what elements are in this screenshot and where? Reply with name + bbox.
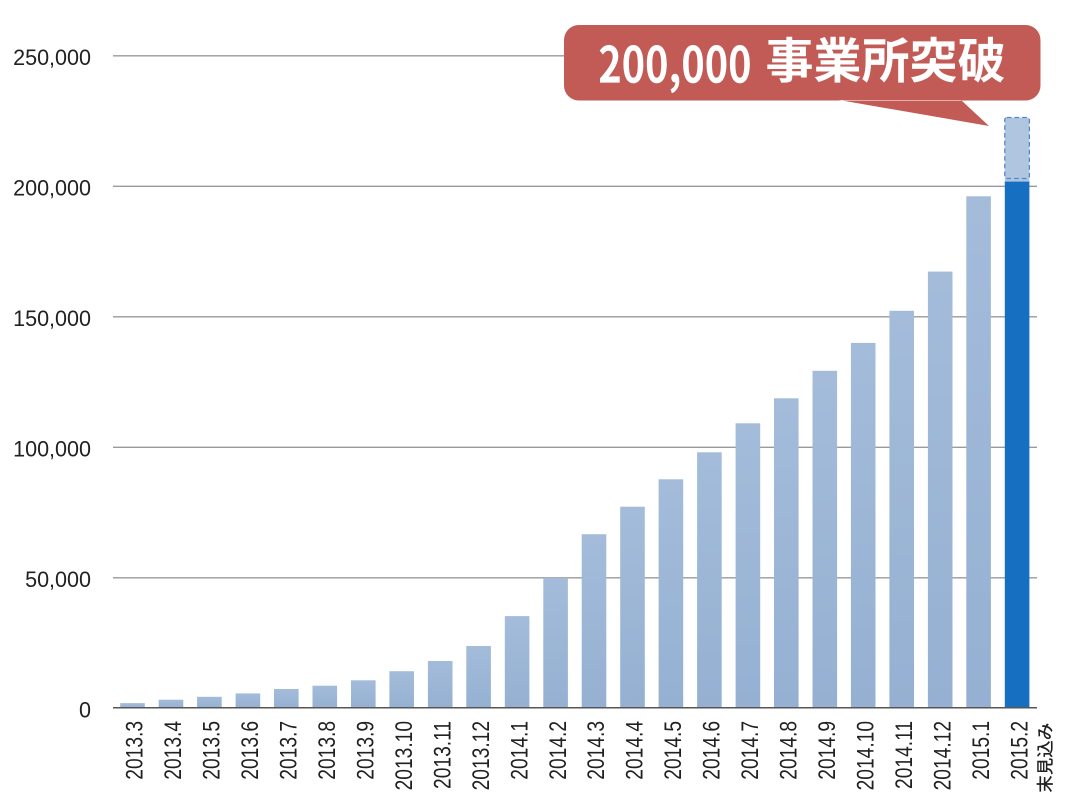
svg-text:2014.4: 2014.4 (621, 721, 649, 780)
svg-text:2015.2: 2015.2 (1005, 721, 1033, 780)
svg-text:2014.8: 2014.8 (774, 721, 802, 780)
svg-text:100,000: 100,000 (13, 436, 91, 461)
svg-text:2013.9: 2013.9 (351, 721, 379, 780)
svg-text:2013.7: 2013.7 (274, 721, 302, 780)
svg-text:2013.12: 2013.12 (467, 721, 495, 790)
svg-text:2013.3: 2013.3 (121, 721, 149, 780)
svg-text:2013.6: 2013.6 (236, 721, 264, 780)
svg-text:2013.5: 2013.5 (198, 721, 226, 780)
svg-text:2014.11: 2014.11 (890, 721, 918, 789)
svg-text:250,000: 250,000 (13, 45, 91, 70)
svg-text:2015.1: 2015.1 (967, 721, 995, 780)
svg-text:0: 0 (79, 697, 91, 722)
svg-text:2014.7: 2014.7 (736, 721, 764, 780)
svg-text:2013.8: 2013.8 (313, 721, 341, 780)
svg-text:2014.12: 2014.12 (928, 721, 956, 790)
svg-text:2014.1: 2014.1 (505, 721, 533, 780)
svg-text:2014.5: 2014.5 (659, 721, 687, 780)
svg-text:150,000: 150,000 (13, 306, 91, 331)
svg-text:2014.9: 2014.9 (813, 721, 841, 780)
svg-text:2013.10: 2013.10 (390, 721, 418, 790)
svg-text:2014.3: 2014.3 (582, 721, 610, 780)
svg-text:50,000: 50,000 (25, 567, 91, 592)
svg-text:2014.6: 2014.6 (698, 721, 726, 780)
svg-text:2013.11: 2013.11 (428, 721, 456, 789)
svg-text:2013.4: 2013.4 (159, 721, 187, 780)
svg-text:2014.2: 2014.2 (544, 721, 572, 780)
svg-text:2014.10: 2014.10 (851, 721, 879, 790)
svg-text:200,000: 200,000 (13, 175, 91, 200)
